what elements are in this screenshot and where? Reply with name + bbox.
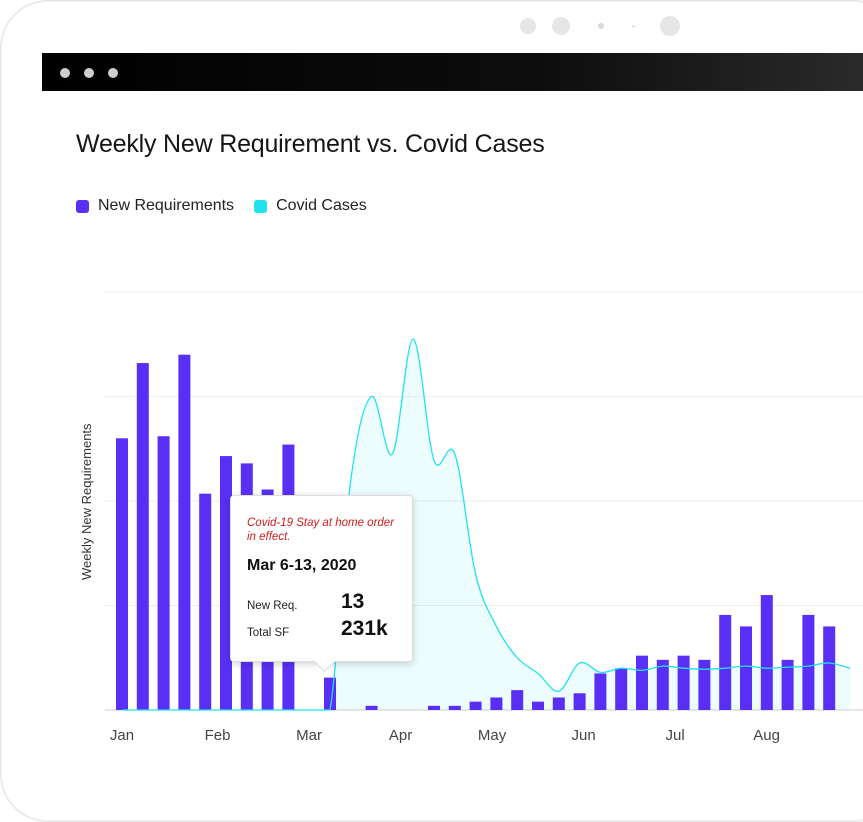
- bar-new-requirements[interactable]: [448, 705, 461, 710]
- tooltip-note: Covid-19 Stay at home order in effect.: [247, 517, 395, 543]
- legend-swatch: [254, 199, 268, 213]
- bar-new-requirements[interactable]: [136, 363, 149, 710]
- bar-new-requirements[interactable]: [365, 705, 378, 710]
- camera-dot: [660, 16, 680, 36]
- bar-new-requirements[interactable]: [469, 701, 482, 710]
- camera-lens: [598, 23, 604, 29]
- minimize-dot[interactable]: [84, 68, 94, 78]
- bar-new-requirements[interactable]: [677, 655, 690, 710]
- window-titlebar: [42, 53, 863, 91]
- camera-dot: [552, 17, 570, 35]
- chart-title: Weekly New Requirement vs. Covid Cases: [76, 130, 545, 158]
- bar-new-requirements[interactable]: [802, 614, 815, 710]
- bar-new-requirements[interactable]: [615, 668, 628, 710]
- tooltip-date: Mar 6-13, 2020: [247, 557, 357, 574]
- legend-item-covid-cases[interactable]: Covid Cases: [254, 197, 367, 215]
- x-tick-label: Jun: [572, 727, 596, 744]
- legend-label: Covid Cases: [276, 197, 367, 214]
- bar-new-requirements[interactable]: [781, 659, 794, 710]
- bar-new-requirements[interactable]: [552, 697, 565, 710]
- x-tick-label: Mar: [296, 727, 322, 744]
- chart-tooltip: Covid-19 Stay at home order in effect. M…: [230, 495, 413, 673]
- close-dot[interactable]: [60, 68, 70, 78]
- covid-cases-area: [122, 339, 850, 710]
- maximize-dot[interactable]: [108, 68, 118, 78]
- tooltip-value-new-req: 13: [341, 590, 365, 613]
- bar-new-requirements[interactable]: [573, 693, 586, 710]
- chart-plot: Jan Feb Mar Apr May Jun Jul Aug: [105, 291, 863, 744]
- bar-new-requirements[interactable]: [760, 595, 773, 710]
- tooltip-value-total-sf: 231k: [341, 617, 388, 640]
- x-tick-label: Jan: [110, 727, 134, 744]
- bar-new-requirements[interactable]: [490, 697, 503, 710]
- bar-new-requirements[interactable]: [719, 614, 732, 710]
- legend-item-new-requirements[interactable]: New Requirements: [76, 197, 234, 215]
- camera-dot: [520, 18, 536, 34]
- bar-new-requirements[interactable]: [532, 701, 544, 710]
- x-tick-label: Jul: [666, 727, 685, 744]
- covid-cases-line[interactable]: [122, 338, 851, 711]
- x-tick-label: May: [478, 727, 507, 744]
- x-tick-label: Feb: [205, 727, 231, 744]
- bar-new-requirements[interactable]: [428, 705, 440, 710]
- bar-new-requirements[interactable]: [178, 354, 191, 710]
- bar-new-requirements[interactable]: [740, 626, 752, 710]
- tooltip-label-total-sf: Total SF: [247, 627, 290, 639]
- chart-legend: New Requirements Covid Cases: [76, 197, 387, 215]
- legend-label: New Requirements: [98, 197, 235, 214]
- bar-new-requirements[interactable]: [324, 677, 336, 710]
- bar-new-requirements[interactable]: [116, 438, 128, 710]
- bar-new-requirements[interactable]: [594, 673, 607, 710]
- bar-new-requirements[interactable]: [157, 436, 170, 710]
- legend-swatch: [76, 199, 89, 213]
- bar-new-requirements[interactable]: [698, 659, 711, 710]
- camera-bar: [500, 14, 700, 38]
- x-tick-label: Apr: [389, 727, 412, 744]
- camera-dot: [632, 25, 635, 28]
- tooltip-label-new-req: New Req.: [247, 600, 298, 612]
- bar-new-requirements[interactable]: [636, 655, 648, 710]
- bar-new-requirements[interactable]: [823, 626, 836, 710]
- bar-new-requirements[interactable]: [220, 456, 232, 710]
- bar-new-requirements[interactable]: [656, 659, 669, 710]
- x-tick-label: Aug: [753, 727, 780, 744]
- bar-new-requirements[interactable]: [511, 690, 524, 710]
- bar-new-requirements[interactable]: [199, 493, 212, 710]
